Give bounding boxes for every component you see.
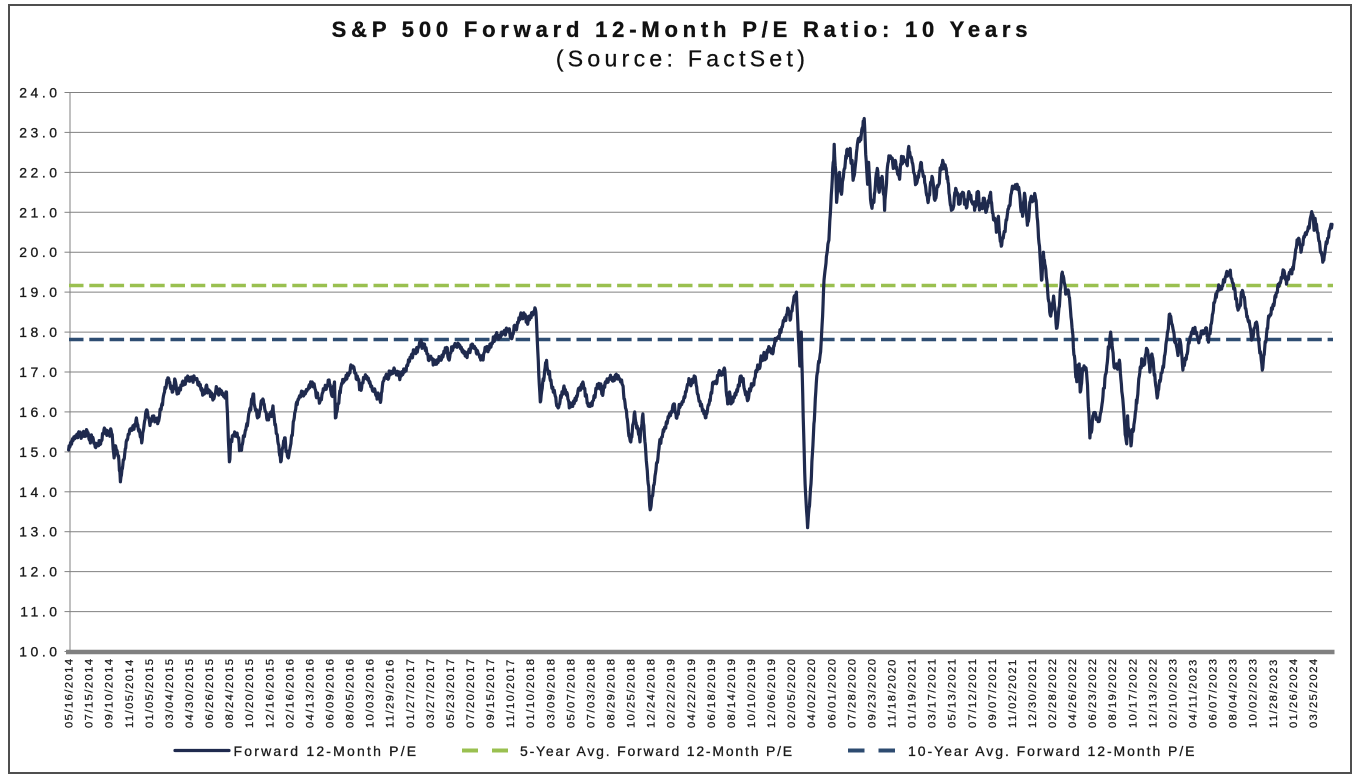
svg-text:16.0: 16.0 [19, 404, 60, 420]
svg-text:06/26/2015: 06/26/2015 [204, 657, 216, 728]
svg-text:13.0: 13.0 [19, 524, 60, 540]
svg-text:03/27/2017: 03/27/2017 [425, 657, 437, 728]
svg-text:10/03/2016: 10/03/2016 [365, 657, 377, 728]
svg-text:08/14/2019: 08/14/2019 [726, 657, 738, 728]
svg-text:11/28/2023: 11/28/2023 [1268, 658, 1280, 728]
svg-text:Forward 12-Month P/E: Forward 12-Month P/E [234, 743, 419, 759]
svg-text:01/05/2015: 01/05/2015 [144, 657, 156, 728]
svg-text:02/22/2019: 02/22/2019 [666, 657, 678, 728]
svg-text:21.0: 21.0 [19, 204, 60, 220]
svg-text:12/16/2015: 12/16/2015 [264, 657, 276, 728]
svg-text:08/24/2015: 08/24/2015 [224, 657, 236, 728]
svg-text:10/20/2015: 10/20/2015 [244, 657, 256, 728]
svg-text:05/16/2014: 05/16/2014 [64, 657, 76, 728]
svg-text:02/28/2022: 02/28/2022 [1047, 657, 1059, 728]
svg-text:11/10/2017: 11/10/2017 [505, 658, 517, 728]
svg-text:14.0: 14.0 [19, 484, 60, 500]
svg-text:5-Year Avg. Forward 12-Month P: 5-Year Avg. Forward 12-Month P/E [520, 743, 794, 759]
svg-text:07/03/2018: 07/03/2018 [585, 657, 597, 728]
svg-text:03/09/2018: 03/09/2018 [545, 657, 557, 728]
svg-text:01/26/2024: 01/26/2024 [1288, 657, 1300, 728]
svg-text:02/05/2020: 02/05/2020 [786, 657, 798, 728]
svg-text:08/29/2018: 08/29/2018 [606, 657, 618, 728]
svg-text:06/18/2019: 06/18/2019 [706, 657, 718, 728]
svg-text:20.0: 20.0 [19, 244, 60, 260]
svg-text:04/11/2023: 04/11/2023 [1188, 658, 1200, 728]
svg-text:08/04/2023: 08/04/2023 [1228, 657, 1240, 728]
svg-text:18.0: 18.0 [19, 324, 60, 340]
svg-text:07/20/2017: 07/20/2017 [465, 657, 477, 728]
svg-text:10.0: 10.0 [19, 644, 60, 660]
svg-text:05/23/2017: 05/23/2017 [445, 657, 457, 728]
svg-text:04/02/2020: 04/02/2020 [806, 657, 818, 728]
svg-text:03/04/2015: 03/04/2015 [164, 657, 176, 728]
svg-text:(Source: FactSet): (Source: FactSet) [556, 46, 809, 72]
svg-text:17.0: 17.0 [19, 364, 60, 380]
svg-text:15.0: 15.0 [19, 444, 60, 460]
svg-text:10/17/2022: 10/17/2022 [1127, 657, 1139, 728]
svg-text:S&P 500 Forward 12-Month P/E R: S&P 500 Forward 12-Month P/E Ratio: 10 Y… [332, 17, 1033, 42]
svg-text:11/18/2020: 11/18/2020 [887, 658, 899, 728]
svg-text:09/23/2020: 09/23/2020 [866, 657, 878, 728]
svg-text:12.0: 12.0 [19, 564, 60, 580]
svg-text:07/15/2014: 07/15/2014 [84, 657, 96, 728]
svg-text:04/13/2016: 04/13/2016 [304, 657, 316, 728]
svg-text:22.0: 22.0 [19, 164, 60, 180]
svg-text:24.0: 24.0 [19, 85, 60, 101]
svg-text:09/15/2017: 09/15/2017 [485, 657, 497, 728]
svg-text:11/29/2016: 11/29/2016 [385, 658, 397, 728]
svg-text:10/10/2019: 10/10/2019 [746, 657, 758, 728]
svg-text:05/07/2018: 05/07/2018 [565, 657, 577, 728]
svg-text:02/16/2016: 02/16/2016 [284, 657, 296, 728]
svg-text:01/27/2017: 01/27/2017 [405, 657, 417, 728]
svg-text:07/12/2021: 07/12/2021 [967, 657, 979, 728]
svg-text:01/19/2021: 01/19/2021 [907, 657, 919, 728]
svg-text:04/22/2019: 04/22/2019 [686, 657, 698, 728]
svg-text:09/07/2021: 09/07/2021 [987, 657, 999, 728]
svg-text:10/25/2018: 10/25/2018 [626, 657, 638, 728]
svg-text:23.0: 23.0 [19, 124, 60, 140]
svg-text:05/13/2021: 05/13/2021 [947, 657, 959, 728]
svg-text:02/10/2023: 02/10/2023 [1167, 657, 1179, 728]
svg-text:10/02/2023: 10/02/2023 [1248, 657, 1260, 728]
svg-text:07/28/2020: 07/28/2020 [846, 657, 858, 728]
svg-text:19.0: 19.0 [19, 284, 60, 300]
svg-text:11/02/2021: 11/02/2021 [1007, 658, 1019, 728]
svg-text:04/30/2015: 04/30/2015 [184, 657, 196, 728]
svg-text:12/13/2022: 12/13/2022 [1147, 657, 1159, 728]
svg-text:01/10/2018: 01/10/2018 [525, 657, 537, 728]
svg-text:11/05/2014: 11/05/2014 [124, 658, 136, 728]
svg-text:12/30/2021: 12/30/2021 [1027, 657, 1039, 728]
svg-text:08/05/2016: 08/05/2016 [345, 657, 357, 728]
svg-text:11.0: 11.0 [20, 604, 60, 620]
svg-text:12/24/2018: 12/24/2018 [646, 657, 658, 728]
svg-text:03/25/2024: 03/25/2024 [1308, 657, 1320, 728]
svg-text:03/17/2021: 03/17/2021 [927, 657, 939, 728]
svg-text:08/19/2022: 08/19/2022 [1107, 657, 1119, 728]
svg-text:06/01/2020: 06/01/2020 [826, 657, 838, 728]
svg-text:06/09/2016: 06/09/2016 [325, 657, 337, 728]
svg-text:06/23/2022: 06/23/2022 [1087, 657, 1099, 728]
svg-text:10-Year Avg. Forward 12-Month: 10-Year Avg. Forward 12-Month P/E [908, 743, 1196, 759]
svg-text:09/10/2014: 09/10/2014 [104, 657, 116, 728]
svg-text:12/06/2019: 12/06/2019 [766, 657, 778, 728]
svg-text:04/26/2022: 04/26/2022 [1067, 657, 1079, 728]
svg-text:06/07/2023: 06/07/2023 [1208, 657, 1220, 728]
